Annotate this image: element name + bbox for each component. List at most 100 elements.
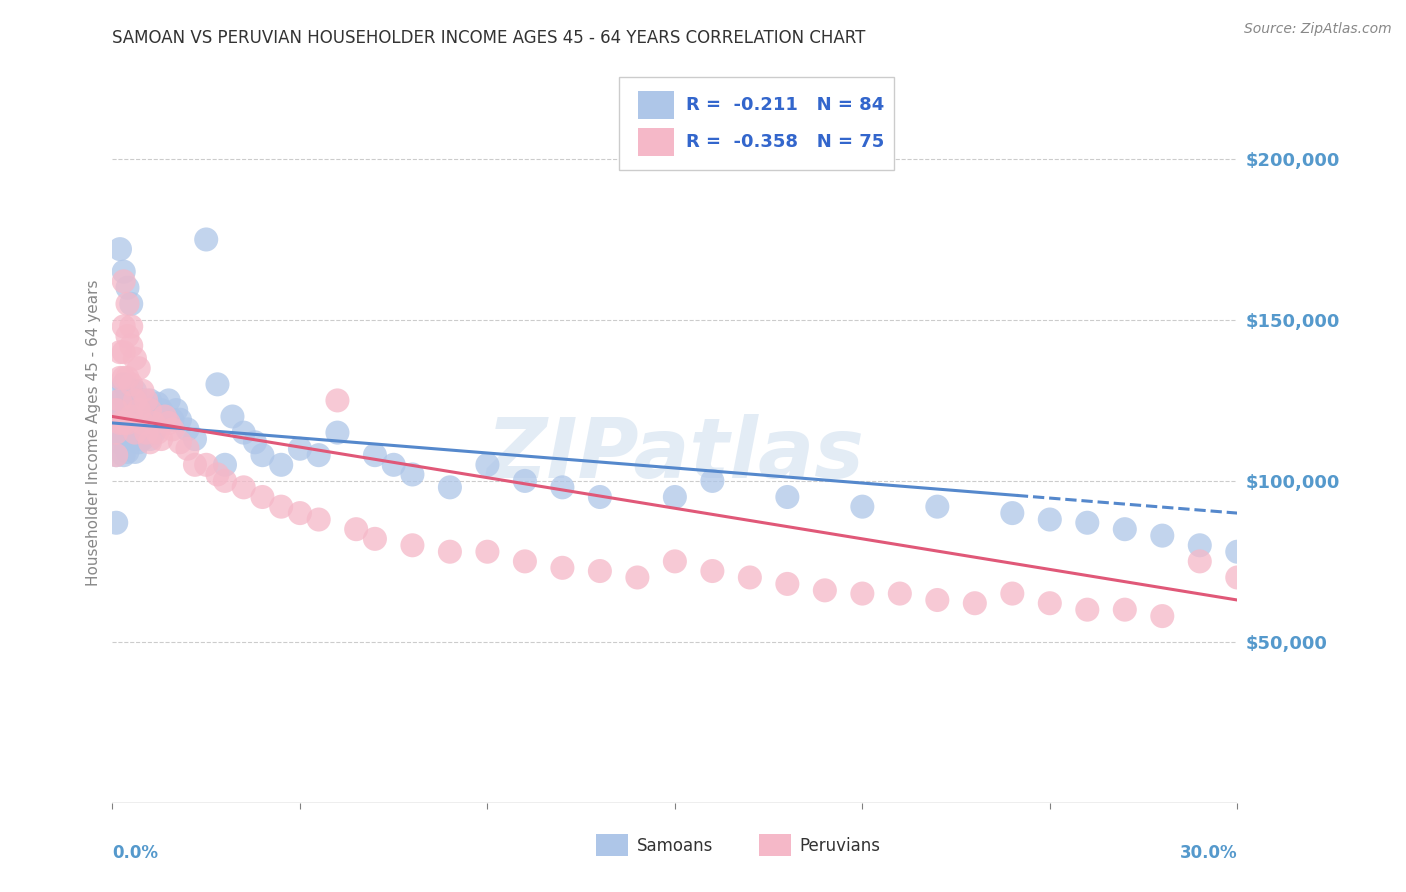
- Point: [142, 406, 165, 420]
- Point: [364, 448, 387, 462]
- Point: [1039, 512, 1062, 526]
- Point: [108, 242, 131, 256]
- Text: Samoans: Samoans: [637, 837, 713, 855]
- Point: [589, 564, 612, 578]
- Point: [214, 458, 236, 472]
- Point: [153, 409, 176, 424]
- Point: [120, 422, 142, 436]
- Point: [288, 506, 311, 520]
- Text: R =  -0.358   N = 75: R = -0.358 N = 75: [686, 134, 884, 152]
- Point: [135, 393, 157, 408]
- Point: [117, 297, 139, 311]
- Point: [1039, 596, 1062, 610]
- Point: [108, 435, 131, 450]
- Point: [112, 432, 135, 446]
- Point: [270, 458, 292, 472]
- Point: [288, 442, 311, 456]
- Point: [927, 500, 949, 514]
- Point: [128, 361, 150, 376]
- Point: [184, 432, 207, 446]
- Point: [108, 393, 131, 408]
- Bar: [596, 834, 627, 856]
- Point: [252, 490, 274, 504]
- Bar: [638, 91, 673, 119]
- Point: [108, 371, 131, 385]
- Point: [364, 532, 387, 546]
- Point: [184, 458, 207, 472]
- Text: 0.0%: 0.0%: [112, 844, 159, 862]
- Point: [1114, 602, 1136, 616]
- Point: [169, 413, 191, 427]
- Point: [232, 480, 254, 494]
- Point: [117, 281, 139, 295]
- Point: [117, 329, 139, 343]
- Point: [124, 384, 146, 398]
- Point: [308, 448, 330, 462]
- Point: [117, 416, 139, 430]
- Point: [1076, 516, 1098, 530]
- Point: [139, 432, 162, 446]
- Point: [702, 564, 724, 578]
- Point: [135, 425, 157, 440]
- Point: [195, 232, 218, 246]
- Point: [146, 397, 169, 411]
- Point: [270, 500, 292, 514]
- Point: [401, 538, 423, 552]
- Point: [135, 406, 157, 420]
- Point: [120, 432, 142, 446]
- Point: [108, 403, 131, 417]
- Point: [112, 371, 135, 385]
- Point: [1001, 506, 1024, 520]
- Point: [150, 432, 173, 446]
- Text: ZIPatlas: ZIPatlas: [486, 414, 863, 495]
- Point: [157, 393, 180, 408]
- Point: [139, 403, 162, 417]
- Point: [112, 265, 135, 279]
- Point: [112, 274, 135, 288]
- Point: [382, 458, 405, 472]
- Point: [108, 413, 131, 427]
- Point: [117, 393, 139, 408]
- Point: [153, 413, 176, 427]
- Point: [169, 435, 191, 450]
- Point: [112, 377, 135, 392]
- Point: [1001, 586, 1024, 600]
- Text: Peruvians: Peruvians: [800, 837, 880, 855]
- Point: [112, 345, 135, 359]
- Point: [139, 413, 162, 427]
- Point: [1114, 522, 1136, 536]
- Point: [120, 377, 142, 392]
- Point: [131, 393, 153, 408]
- Point: [124, 393, 146, 408]
- Point: [889, 586, 911, 600]
- Point: [108, 345, 131, 359]
- Point: [131, 384, 153, 398]
- Point: [112, 416, 135, 430]
- Point: [142, 425, 165, 440]
- Point: [128, 416, 150, 430]
- Point: [162, 422, 184, 436]
- Point: [207, 377, 229, 392]
- Point: [232, 425, 254, 440]
- Text: 30.0%: 30.0%: [1180, 844, 1237, 862]
- Point: [176, 422, 198, 436]
- Point: [165, 403, 187, 417]
- Point: [112, 448, 135, 462]
- Point: [105, 425, 128, 440]
- Point: [131, 416, 153, 430]
- Point: [128, 435, 150, 450]
- Point: [207, 467, 229, 482]
- Point: [124, 425, 146, 440]
- Point: [1188, 538, 1211, 552]
- Point: [477, 545, 499, 559]
- Point: [176, 442, 198, 456]
- Point: [1226, 570, 1249, 584]
- Point: [131, 413, 153, 427]
- Point: [131, 432, 153, 446]
- Point: [252, 448, 274, 462]
- Point: [150, 403, 173, 417]
- Point: [664, 490, 686, 504]
- Point: [120, 339, 142, 353]
- Point: [221, 409, 243, 424]
- Point: [1152, 528, 1174, 542]
